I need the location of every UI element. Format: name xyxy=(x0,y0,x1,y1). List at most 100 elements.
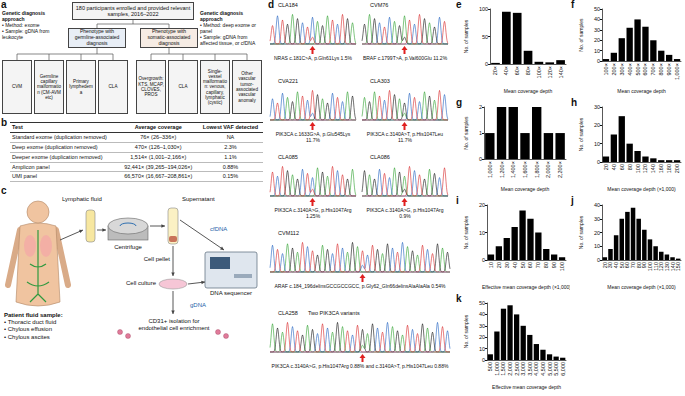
svg-text:30: 30 xyxy=(504,262,510,268)
svg-text:40: 40 xyxy=(594,16,600,22)
svg-text:0: 0 xyxy=(482,357,485,363)
svg-text:400×: 400× xyxy=(627,63,633,75)
svg-text:900×: 900× xyxy=(666,63,672,75)
svg-text:1,200×: 1,200× xyxy=(499,161,505,178)
svg-text:4,500: 4,500 xyxy=(540,362,546,376)
svg-text:No. of samples: No. of samples xyxy=(463,314,469,348)
svg-text:50: 50 xyxy=(479,300,485,306)
svg-text:0: 0 xyxy=(597,257,600,263)
svg-text:90: 90 xyxy=(551,262,557,268)
svg-text:20: 20 xyxy=(603,164,609,170)
svg-text:10: 10 xyxy=(479,230,485,236)
svg-text:10: 10 xyxy=(594,48,600,54)
svg-text:No. of samples: No. of samples xyxy=(463,116,469,150)
svg-text:80: 80 xyxy=(627,164,633,170)
svg-text:100: 100 xyxy=(479,6,488,12)
svg-text:1,400×: 1,400× xyxy=(510,161,516,178)
svg-text:1,500: 1,500 xyxy=(500,362,506,376)
svg-text:1,000×: 1,000× xyxy=(487,161,493,178)
svg-text:2,000: 2,000 xyxy=(507,362,513,376)
svg-text:10: 10 xyxy=(594,243,600,249)
svg-text:600×: 600× xyxy=(642,63,648,75)
svg-text:50: 50 xyxy=(520,262,526,268)
svg-text:40: 40 xyxy=(479,311,485,317)
svg-text:800×: 800× xyxy=(658,63,664,75)
svg-text:2,200×: 2,200× xyxy=(557,161,563,178)
svg-text:1,800×: 1,800× xyxy=(534,161,540,178)
svg-text:100×: 100× xyxy=(536,66,542,78)
svg-text:160: 160 xyxy=(658,164,664,173)
svg-text:20: 20 xyxy=(594,37,600,43)
svg-text:Mean coverage depth (×1,000): Mean coverage depth (×1,000) xyxy=(607,186,676,192)
svg-text:Effective mean coverage depth: Effective mean coverage depth (×1,000) xyxy=(482,284,570,290)
svg-text:10: 10 xyxy=(594,141,600,147)
svg-text:1,000: 1,000 xyxy=(494,362,500,376)
svg-text:No. of samples: No. of samples xyxy=(578,18,584,52)
svg-text:140×: 140× xyxy=(558,66,564,78)
svg-text:10: 10 xyxy=(479,346,485,352)
svg-text:No. of samples: No. of samples xyxy=(578,215,584,249)
svg-text:2,000×: 2,000× xyxy=(545,161,551,178)
svg-text:30: 30 xyxy=(594,216,600,222)
svg-text:3,000: 3,000 xyxy=(520,362,526,376)
svg-text:5,500: 5,500 xyxy=(553,362,559,376)
svg-text:60×: 60× xyxy=(514,66,520,75)
svg-text:No. of samples: No. of samples xyxy=(463,19,469,53)
svg-text:150: 150 xyxy=(675,262,681,271)
svg-text:Mean coverage depth: Mean coverage depth xyxy=(504,88,553,94)
svg-text:0: 0 xyxy=(597,159,600,165)
svg-text:60: 60 xyxy=(527,262,533,268)
svg-text:6,000: 6,000 xyxy=(560,362,566,376)
svg-text:20: 20 xyxy=(479,202,485,208)
svg-text:100: 100 xyxy=(559,262,565,271)
svg-text:4,000: 4,000 xyxy=(533,362,539,376)
svg-text:80×: 80× xyxy=(525,66,531,75)
svg-text:No. of samples: No. of samples xyxy=(463,215,469,249)
svg-text:50: 50 xyxy=(594,6,600,12)
svg-text:1: 1 xyxy=(479,130,482,136)
svg-text:0: 0 xyxy=(479,156,482,162)
svg-text:1,000×: 1,000× xyxy=(674,63,680,80)
svg-text:20: 20 xyxy=(594,230,600,236)
svg-text:80: 80 xyxy=(543,262,549,268)
svg-text:700×: 700× xyxy=(650,63,656,75)
svg-text:10: 10 xyxy=(488,262,494,268)
svg-text:0: 0 xyxy=(485,61,488,67)
svg-text:500×: 500× xyxy=(635,63,641,75)
svg-text:Effective mean coverage depth: Effective mean coverage depth xyxy=(492,384,561,390)
svg-text:120×: 120× xyxy=(547,66,553,78)
svg-text:70: 70 xyxy=(535,262,541,268)
svg-text:Mean coverage depth: Mean coverage depth xyxy=(501,186,550,192)
svg-text:40: 40 xyxy=(512,262,518,268)
svg-text:20: 20 xyxy=(594,122,600,128)
svg-text:40: 40 xyxy=(594,202,600,208)
svg-text:40×: 40× xyxy=(503,66,509,75)
svg-text:180: 180 xyxy=(666,164,672,173)
svg-text:Mean coverage depth (×1,000): Mean coverage depth (×1,000) xyxy=(607,284,676,290)
svg-text:0: 0 xyxy=(597,58,600,64)
svg-text:100×: 100× xyxy=(603,63,609,75)
svg-text:60: 60 xyxy=(619,164,625,170)
svg-text:100: 100 xyxy=(635,164,641,173)
svg-text:300×: 300× xyxy=(619,63,625,75)
svg-text:30: 30 xyxy=(594,104,600,110)
svg-text:30: 30 xyxy=(479,323,485,329)
svg-text:2: 2 xyxy=(479,104,482,110)
svg-text:140: 140 xyxy=(650,164,656,173)
svg-text:No. of samples: No. of samples xyxy=(578,117,584,151)
svg-text:120: 120 xyxy=(642,164,648,173)
svg-text:5,000: 5,000 xyxy=(547,362,553,376)
svg-text:500: 500 xyxy=(487,362,493,371)
svg-text:50: 50 xyxy=(482,34,488,40)
svg-text:3,500: 3,500 xyxy=(527,362,533,376)
svg-text:2,500: 2,500 xyxy=(514,362,520,376)
svg-text:20: 20 xyxy=(479,334,485,340)
svg-text:200: 200 xyxy=(674,164,680,173)
svg-text:1,600×: 1,600× xyxy=(522,161,528,178)
svg-text:0: 0 xyxy=(482,257,485,263)
svg-text:40: 40 xyxy=(611,164,617,170)
svg-text:200×: 200× xyxy=(611,63,617,75)
svg-text:20: 20 xyxy=(496,262,502,268)
svg-text:Mean coverage depth: Mean coverage depth xyxy=(617,88,666,94)
svg-text:20×: 20× xyxy=(492,66,498,75)
